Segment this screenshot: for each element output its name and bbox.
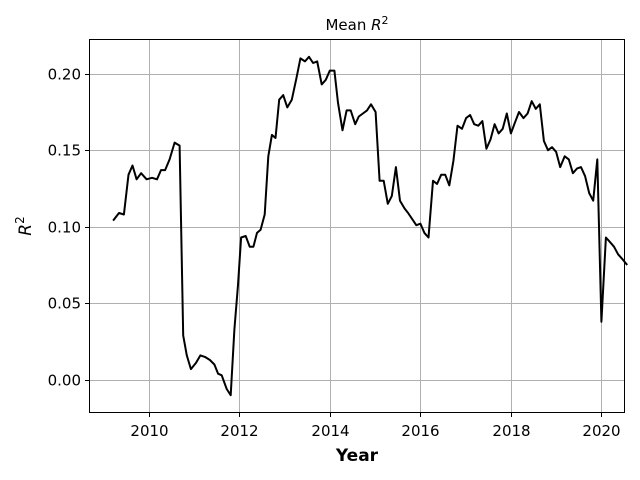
grid [90,40,624,412]
y-tick-label: 0.00 [48,372,81,390]
x-tick-label: 2020 [582,422,620,440]
x-tick-label: 2012 [220,422,258,440]
plot-frame [89,39,625,413]
y-axis-title: R2 [13,216,36,235]
x-tick-label: 2014 [311,422,349,440]
x-tick-label: 2016 [401,422,439,440]
x-tick-label: 2018 [492,422,530,440]
y-tick-label: 0.20 [48,66,81,84]
y-axis-ticks: 0.00 0.05 0.10 0.15 0.20 [48,66,90,390]
y-tick-label: 0.05 [48,295,81,313]
x-axis-title: Year [335,446,379,466]
y-tick-label: 0.10 [48,219,81,237]
series-line [112,55,628,397]
x-tick-label: 2010 [130,422,168,440]
chart-title: Mean R2 [325,14,388,34]
x-axis-ticks: 2010 2012 2014 2016 2018 2020 [130,412,621,440]
y-tick-label: 0.15 [48,142,81,160]
